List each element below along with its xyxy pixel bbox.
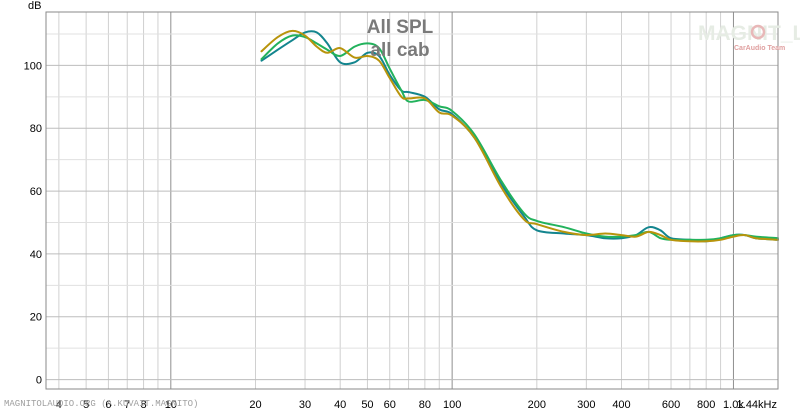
y-tick-label: 60 xyxy=(30,186,42,198)
x-tick-label: 800 xyxy=(697,399,715,411)
x-tick-label: 40 xyxy=(334,399,346,411)
x-tick-label: 30 xyxy=(299,399,311,411)
logo-ring-icon xyxy=(750,24,766,40)
x-axis: 4 5 6 7 8 10 20 30 40 50 60 80 100 200 300 400 600 800 1.0… xyxy=(56,399,777,411)
x-tick-label: 50 xyxy=(361,399,373,411)
x-tick-label: 600 xyxy=(662,399,680,411)
x-tick-label: 4 xyxy=(56,399,62,411)
chart-title: All SPL xyxy=(367,17,434,38)
watermark-brand: MAGNIT_LA xyxy=(698,22,800,45)
chart-subtitle: all cab xyxy=(370,40,429,61)
x-tick-label: 400 xyxy=(612,399,630,411)
y-tick-label: 100 xyxy=(24,60,42,72)
series-line-3 xyxy=(260,29,779,243)
watermark-logo: MAGNIT_LA CarAudio Team xyxy=(698,22,800,52)
y-tick-label: 20 xyxy=(30,312,42,324)
x-tick-label: 20 xyxy=(249,399,261,411)
x-tick-label: 7 xyxy=(124,399,130,411)
series-group xyxy=(260,29,779,243)
y-tick-label: 40 xyxy=(30,249,42,261)
x-tick-label: 5 xyxy=(83,399,89,411)
footer-watermark: MAGNITOLAUDIO.ORG (A.KUVAIT.MAGNITO) xyxy=(4,399,198,409)
x-tick-label: 10 xyxy=(165,399,177,411)
y-tick-label: 0 xyxy=(36,375,42,387)
x-tick-label: 200 xyxy=(528,399,546,411)
plot-background xyxy=(46,12,778,389)
plot-frame xyxy=(45,11,779,390)
x-tick-label: 300 xyxy=(577,399,595,411)
y-tick-label: 80 xyxy=(30,123,42,135)
x-tick-label: 100 xyxy=(443,399,461,411)
x-tick-label: 60 xyxy=(384,399,396,411)
x-tick-label: 1.44kHz xyxy=(737,399,777,411)
watermark-sub: CarAudio Team xyxy=(734,45,785,52)
x-tick-label: 1.0k xyxy=(723,399,744,411)
y-axis-label: dB xyxy=(28,0,41,12)
series-line-2 xyxy=(260,34,779,241)
x-tick-label: 80 xyxy=(419,399,431,411)
x-tick-label: 6 xyxy=(105,399,111,411)
x-tick-label: 8 xyxy=(140,399,146,411)
y-axis: 0 20 40 60 80 100 xyxy=(24,60,42,386)
